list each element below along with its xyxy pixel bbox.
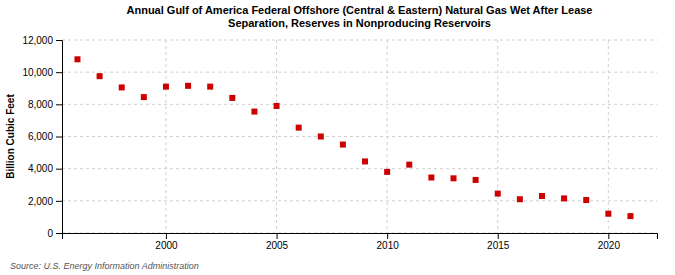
grid-line (62, 104, 657, 105)
grid-line (608, 40, 609, 233)
point (318, 134, 324, 140)
grid-line (62, 72, 657, 73)
grid-line (62, 136, 657, 137)
x-tick: 2020 (598, 233, 621, 251)
x-tick: 2015 (487, 233, 510, 251)
y-tick-label: 6,000 (28, 131, 53, 142)
y-axis-label: Billion Cubic Feet (5, 94, 16, 179)
grid (62, 40, 657, 233)
x-tick-label: 2010 (377, 240, 400, 251)
x-axis-line (63, 234, 658, 240)
x-tick-label: 2020 (598, 240, 621, 251)
point (185, 83, 191, 89)
point (605, 211, 611, 217)
point (561, 195, 567, 201)
y-tick-mark (56, 233, 62, 234)
y-axis: 0 2,000 4,000 6,000 8,000 10,000 12,000 (22, 35, 62, 239)
y-tick-label: 0 (47, 228, 53, 239)
y-tick-mark (56, 169, 62, 170)
y-tick: 2,000 (28, 196, 62, 207)
y-tick-mark (56, 40, 62, 41)
point (274, 103, 280, 109)
y-tick-label: 8,000 (28, 99, 53, 110)
y-tick-label: 10,000 (22, 67, 53, 78)
point (539, 193, 545, 199)
point (362, 158, 368, 164)
point (583, 197, 589, 203)
point (296, 125, 302, 131)
point (517, 196, 523, 202)
x-tick-mark (166, 233, 167, 239)
point (141, 94, 147, 100)
x-tick-mark (608, 233, 609, 239)
y-tick-label: 4,000 (28, 163, 53, 174)
grid-line (276, 40, 277, 233)
chart: 2000 2005 2010 2015 2020 0 2,000 4,000 6,000 8,00… (0, 0, 675, 275)
y-tick-label: 2,000 (28, 196, 53, 207)
y-tick-label: 12,000 (22, 35, 53, 46)
point (495, 191, 501, 197)
y-tick: 6,000 (28, 131, 62, 142)
point (207, 84, 213, 90)
point (340, 142, 346, 148)
y-tick-mark (56, 201, 62, 202)
point (451, 175, 457, 181)
y-tick: 12,000 (22, 35, 62, 46)
point (74, 56, 80, 62)
grid-line (497, 40, 498, 233)
y-tick-mark (56, 137, 62, 138)
point (229, 95, 235, 101)
point (384, 169, 390, 175)
y-tick: 10,000 (22, 67, 62, 78)
y-tick-mark (56, 72, 62, 73)
x-tick: 2005 (266, 233, 289, 251)
point (627, 213, 633, 219)
point (163, 84, 169, 90)
point (97, 73, 103, 79)
grid-line (387, 40, 388, 233)
point (428, 175, 434, 181)
point (473, 177, 479, 183)
y-tick: 0 (47, 228, 62, 239)
point (406, 162, 412, 168)
grid-line (165, 40, 166, 233)
x-tick-label: 2015 (487, 240, 510, 251)
title: Annual Gulf of America Federal Offshore … (127, 4, 593, 29)
y-tick: 8,000 (28, 99, 62, 110)
x-tick-mark (387, 233, 388, 239)
point (251, 109, 257, 115)
grid-line (62, 200, 657, 201)
x-tick-mark (498, 233, 499, 239)
source: Source: U.S. Energy Information Administ… (10, 261, 199, 271)
grid-line (62, 168, 657, 169)
x-axis: 2000 2005 2010 2015 2020 (63, 233, 658, 251)
plot-area: 2000 2005 2010 2015 2020 0 2,000 4,000 6,000 8,00… (22, 35, 657, 251)
grid-line (62, 40, 657, 41)
x-tick-label: 2005 (266, 240, 289, 251)
x-tick-mark (277, 233, 278, 239)
x-tick: 2000 (155, 233, 178, 251)
x-tick-label: 2000 (155, 240, 178, 251)
x-tick: 2010 (377, 233, 400, 251)
y-axis-line (56, 41, 63, 234)
point (119, 84, 125, 90)
y-tick: 4,000 (28, 163, 62, 174)
y-tick-mark (56, 104, 62, 105)
points (74, 56, 633, 219)
